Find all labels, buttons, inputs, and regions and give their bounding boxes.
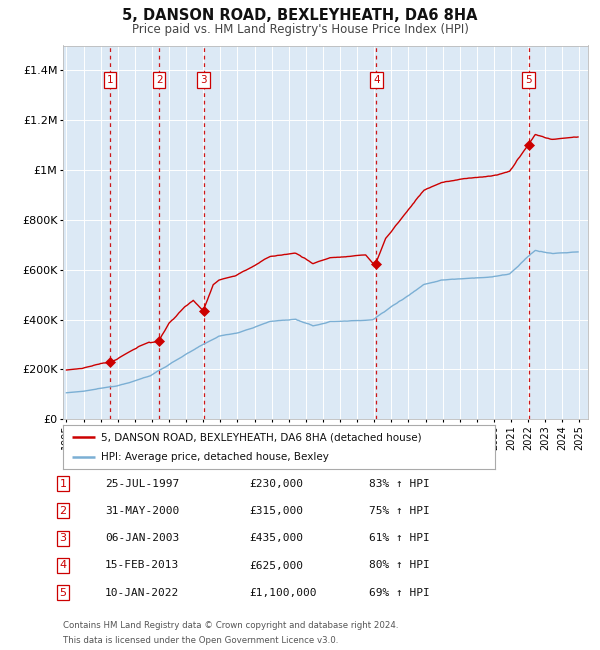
Text: 80% ↑ HPI: 80% ↑ HPI — [369, 560, 430, 571]
Text: 69% ↑ HPI: 69% ↑ HPI — [369, 588, 430, 598]
Text: Contains HM Land Registry data © Crown copyright and database right 2024.: Contains HM Land Registry data © Crown c… — [63, 621, 398, 630]
Text: 15-FEB-2013: 15-FEB-2013 — [105, 560, 179, 571]
Text: 4: 4 — [373, 75, 380, 85]
Text: £435,000: £435,000 — [249, 533, 303, 543]
Text: 5: 5 — [526, 75, 532, 85]
Text: 25-JUL-1997: 25-JUL-1997 — [105, 478, 179, 489]
Text: 2: 2 — [59, 506, 67, 516]
Text: 75% ↑ HPI: 75% ↑ HPI — [369, 506, 430, 516]
Text: HPI: Average price, detached house, Bexley: HPI: Average price, detached house, Bexl… — [101, 452, 329, 462]
Text: Price paid vs. HM Land Registry's House Price Index (HPI): Price paid vs. HM Land Registry's House … — [131, 23, 469, 36]
Text: 4: 4 — [59, 560, 67, 571]
Text: 3: 3 — [200, 75, 207, 85]
Text: 10-JAN-2022: 10-JAN-2022 — [105, 588, 179, 598]
Text: 5, DANSON ROAD, BEXLEYHEATH, DA6 8HA (detached house): 5, DANSON ROAD, BEXLEYHEATH, DA6 8HA (de… — [101, 432, 422, 442]
Text: 1: 1 — [107, 75, 113, 85]
Text: 2: 2 — [156, 75, 163, 85]
Text: 83% ↑ HPI: 83% ↑ HPI — [369, 478, 430, 489]
Text: 5, DANSON ROAD, BEXLEYHEATH, DA6 8HA: 5, DANSON ROAD, BEXLEYHEATH, DA6 8HA — [122, 8, 478, 23]
Text: 1: 1 — [59, 478, 67, 489]
Text: £315,000: £315,000 — [249, 506, 303, 516]
Text: 06-JAN-2003: 06-JAN-2003 — [105, 533, 179, 543]
Text: £230,000: £230,000 — [249, 478, 303, 489]
Text: This data is licensed under the Open Government Licence v3.0.: This data is licensed under the Open Gov… — [63, 636, 338, 645]
Text: 5: 5 — [59, 588, 67, 598]
Text: £1,100,000: £1,100,000 — [249, 588, 317, 598]
Text: £625,000: £625,000 — [249, 560, 303, 571]
Text: 61% ↑ HPI: 61% ↑ HPI — [369, 533, 430, 543]
Text: 31-MAY-2000: 31-MAY-2000 — [105, 506, 179, 516]
Text: 3: 3 — [59, 533, 67, 543]
